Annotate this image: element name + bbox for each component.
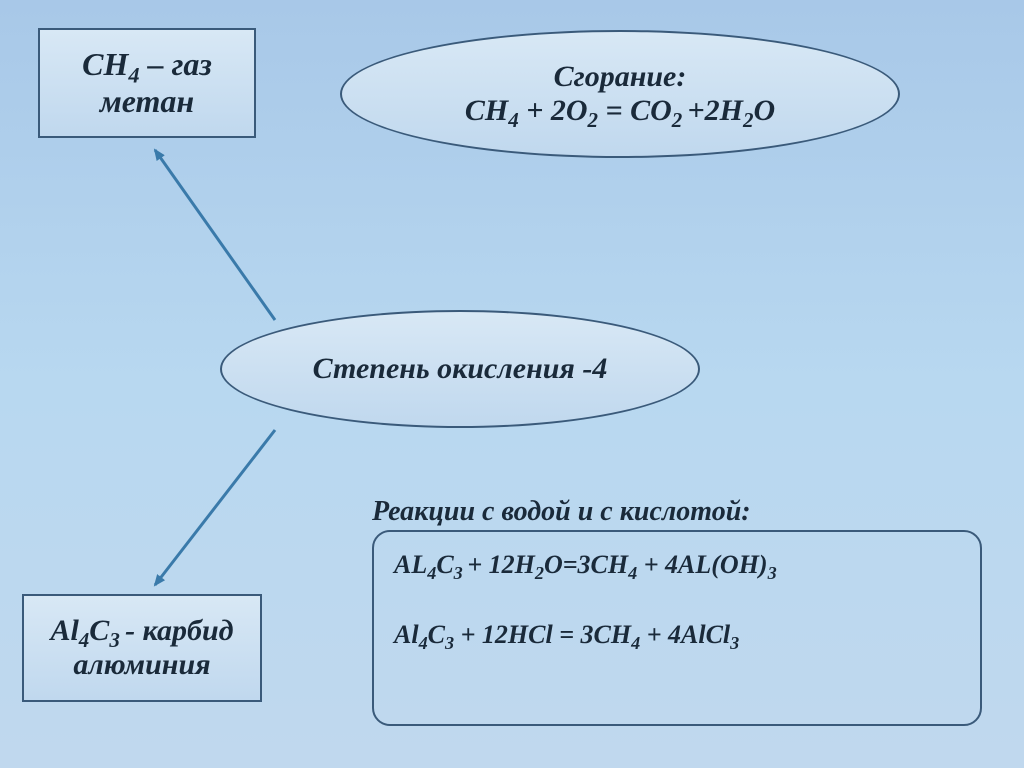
carbide-line2: алюминия xyxy=(73,648,210,682)
methane-line2: метан xyxy=(100,83,194,120)
carbide-line1: Al4C3 - карбид xyxy=(50,614,233,648)
reaction-eq2: Al4C3 + 12HCl = 3CH4 + 4AlCl3 xyxy=(394,620,739,650)
methane-box: CH4 – газ метан xyxy=(38,28,256,138)
combustion-title: Сгорание: xyxy=(554,60,687,94)
oxidation-ellipse: Степень окисления -4 xyxy=(220,310,700,428)
oxidation-text: Степень окисления -4 xyxy=(313,352,608,386)
combustion-ellipse: Сгорание: CH4 + 2O2 = CO2 +2H2O xyxy=(340,30,900,158)
carbide-box: Al4C3 - карбид алюминия xyxy=(22,594,262,702)
reactions-heading: Реакции с водой и с кислотой: xyxy=(372,496,751,528)
combustion-equation: CH4 + 2O2 = CO2 +2H2O xyxy=(465,94,775,128)
reaction-eq1: AL4C3 + 12H2O=3CH4 + 4AL(OH)3 xyxy=(394,550,777,580)
methane-line1: CH4 – газ xyxy=(82,46,212,83)
reactions-box: AL4C3 + 12H2O=3CH4 + 4AL(OH)3 Al4C3 + 12… xyxy=(372,530,982,726)
